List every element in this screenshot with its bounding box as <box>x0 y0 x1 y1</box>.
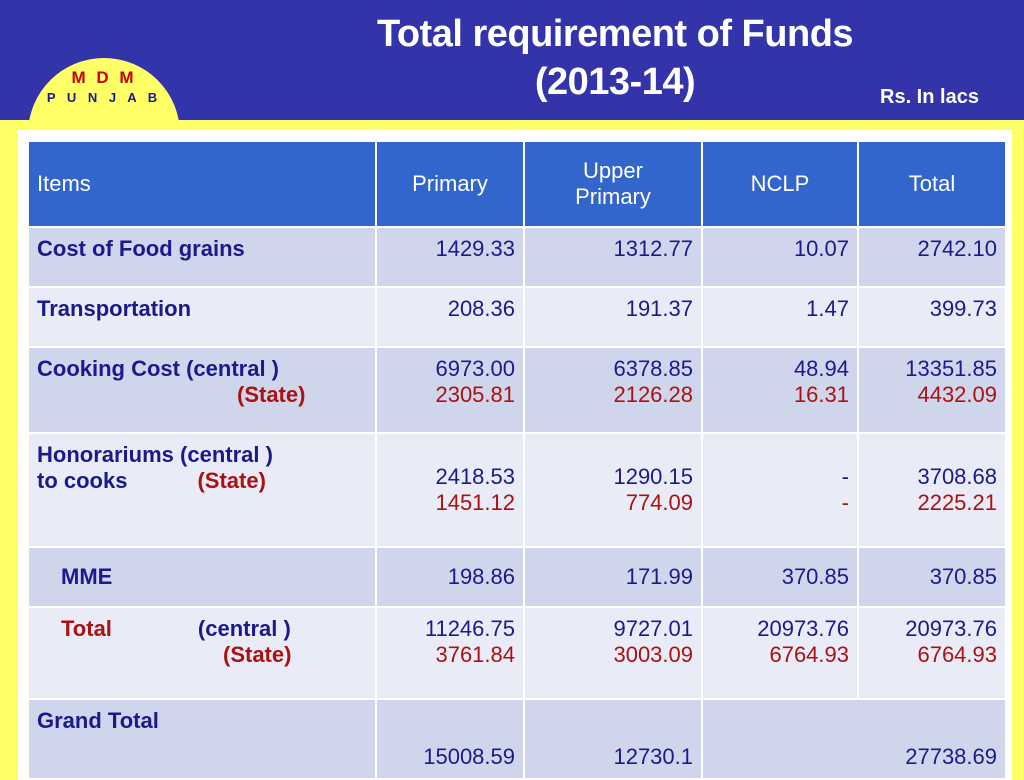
row-label-transport: Transportation <box>27 286 377 348</box>
table-row: Transportation 208.36 191.37 1.47 399.73 <box>27 286 1007 348</box>
col-header-nclp: NCLP <box>701 140 859 228</box>
table-row: Honorariums (central ) to cooks (State) 2… <box>27 432 1007 548</box>
cell-grand-total: 27738.69 <box>701 698 1007 780</box>
col-header-primary: Primary <box>375 140 525 228</box>
row-label-honorariums: Honorariums (central ) to cooks (State) <box>27 432 377 548</box>
cell-total-primary: 11246.75 3761.84 <box>375 606 525 700</box>
page-title: Total requirement of Funds (2013-14) <box>300 10 930 106</box>
table-row: MME 198.86 171.99 370.85 370.85 <box>27 546 1007 608</box>
unit-label: Rs. In lacs <box>880 86 979 108</box>
cell-cooking-total: 13351.85 4432.09 <box>857 346 1007 434</box>
table-row: Cooking Cost (central ) (State) 6973.00 … <box>27 346 1007 434</box>
cell-transport-primary: 208.36 <box>375 286 525 348</box>
cell-food-primary: 1429.33 <box>375 226 525 288</box>
cell-food-upper: 1312.77 <box>523 226 703 288</box>
cell-cooking-upper: 6378.85 2126.28 <box>523 346 703 434</box>
total-label: Total <box>61 616 112 641</box>
title-line-2: (2013-14) <box>534 61 696 103</box>
cell-honor-nclp: - - <box>701 432 859 548</box>
honor-label-line2: to cooks <box>37 468 128 493</box>
total-central-label: (central ) <box>197 616 291 641</box>
cell-honor-upper: 1290.15 774.09 <box>523 432 703 548</box>
total-state-label: (State) <box>223 642 292 667</box>
row-label-cooking: Cooking Cost (central ) (State) <box>27 346 377 434</box>
cell-food-nclp: 10.07 <box>701 226 859 288</box>
row-label-total: Total (central ) (State) <box>27 606 377 700</box>
cell-transport-total: 399.73 <box>857 286 1007 348</box>
title-line-1: Total requirement of Funds <box>376 13 854 55</box>
cell-total-nclp: 20973.76 6764.93 <box>701 606 859 700</box>
honor-state-label: (State) <box>197 468 266 493</box>
col-header-upper-primary: Upper Primary <box>523 140 703 228</box>
cell-honor-primary: 2418.53 1451.12 <box>375 432 525 548</box>
cell-food-total: 2742.10 <box>857 226 1007 288</box>
cell-mme-upper: 171.99 <box>523 546 703 608</box>
col-header-total: Total <box>857 140 1007 228</box>
funds-table: Items Primary Upper Primary NCLP Total C… <box>27 140 1007 780</box>
cell-mme-nclp: 370.85 <box>701 546 859 608</box>
cooking-label: Cooking Cost (central ) <box>37 356 280 381</box>
cell-grand-primary: 15008.59 <box>375 698 525 780</box>
cell-transport-nclp: 1.47 <box>701 286 859 348</box>
honor-label-line1: Honorariums (central ) <box>37 442 273 467</box>
cell-total-upper: 9727.01 3003.09 <box>523 606 703 700</box>
table-row: Grand Total 15008.59 12730.1 27738.69 <box>27 698 1007 780</box>
cell-cooking-nclp: 48.94 16.31 <box>701 346 859 434</box>
row-label-mme: MME <box>27 546 377 608</box>
row-label-grand-total: Grand Total <box>27 698 377 780</box>
cooking-state-label: (State) <box>237 382 306 407</box>
table-row: Total (central ) (State) 11246.75 3761.84… <box>27 606 1007 700</box>
cell-cooking-primary: 6973.00 2305.81 <box>375 346 525 434</box>
cell-honor-total: 3708.68 2225.21 <box>857 432 1007 548</box>
logo-mdm-text: M D M <box>71 68 137 87</box>
cell-transport-upper: 191.37 <box>523 286 703 348</box>
cell-mme-primary: 198.86 <box>375 546 525 608</box>
col-header-items: Items <box>27 140 377 228</box>
row-label-food: Cost of Food grains <box>27 226 377 288</box>
table-header-row: Items Primary Upper Primary NCLP Total <box>27 140 1007 228</box>
cell-total-total: 20973.76 6764.93 <box>857 606 1007 700</box>
cell-mme-total: 370.85 <box>857 546 1007 608</box>
cell-grand-upper: 12730.1 <box>523 698 703 780</box>
table-row: Cost of Food grains 1429.33 1312.77 10.0… <box>27 226 1007 288</box>
logo-punjab-text: P U N J A B <box>46 90 162 105</box>
